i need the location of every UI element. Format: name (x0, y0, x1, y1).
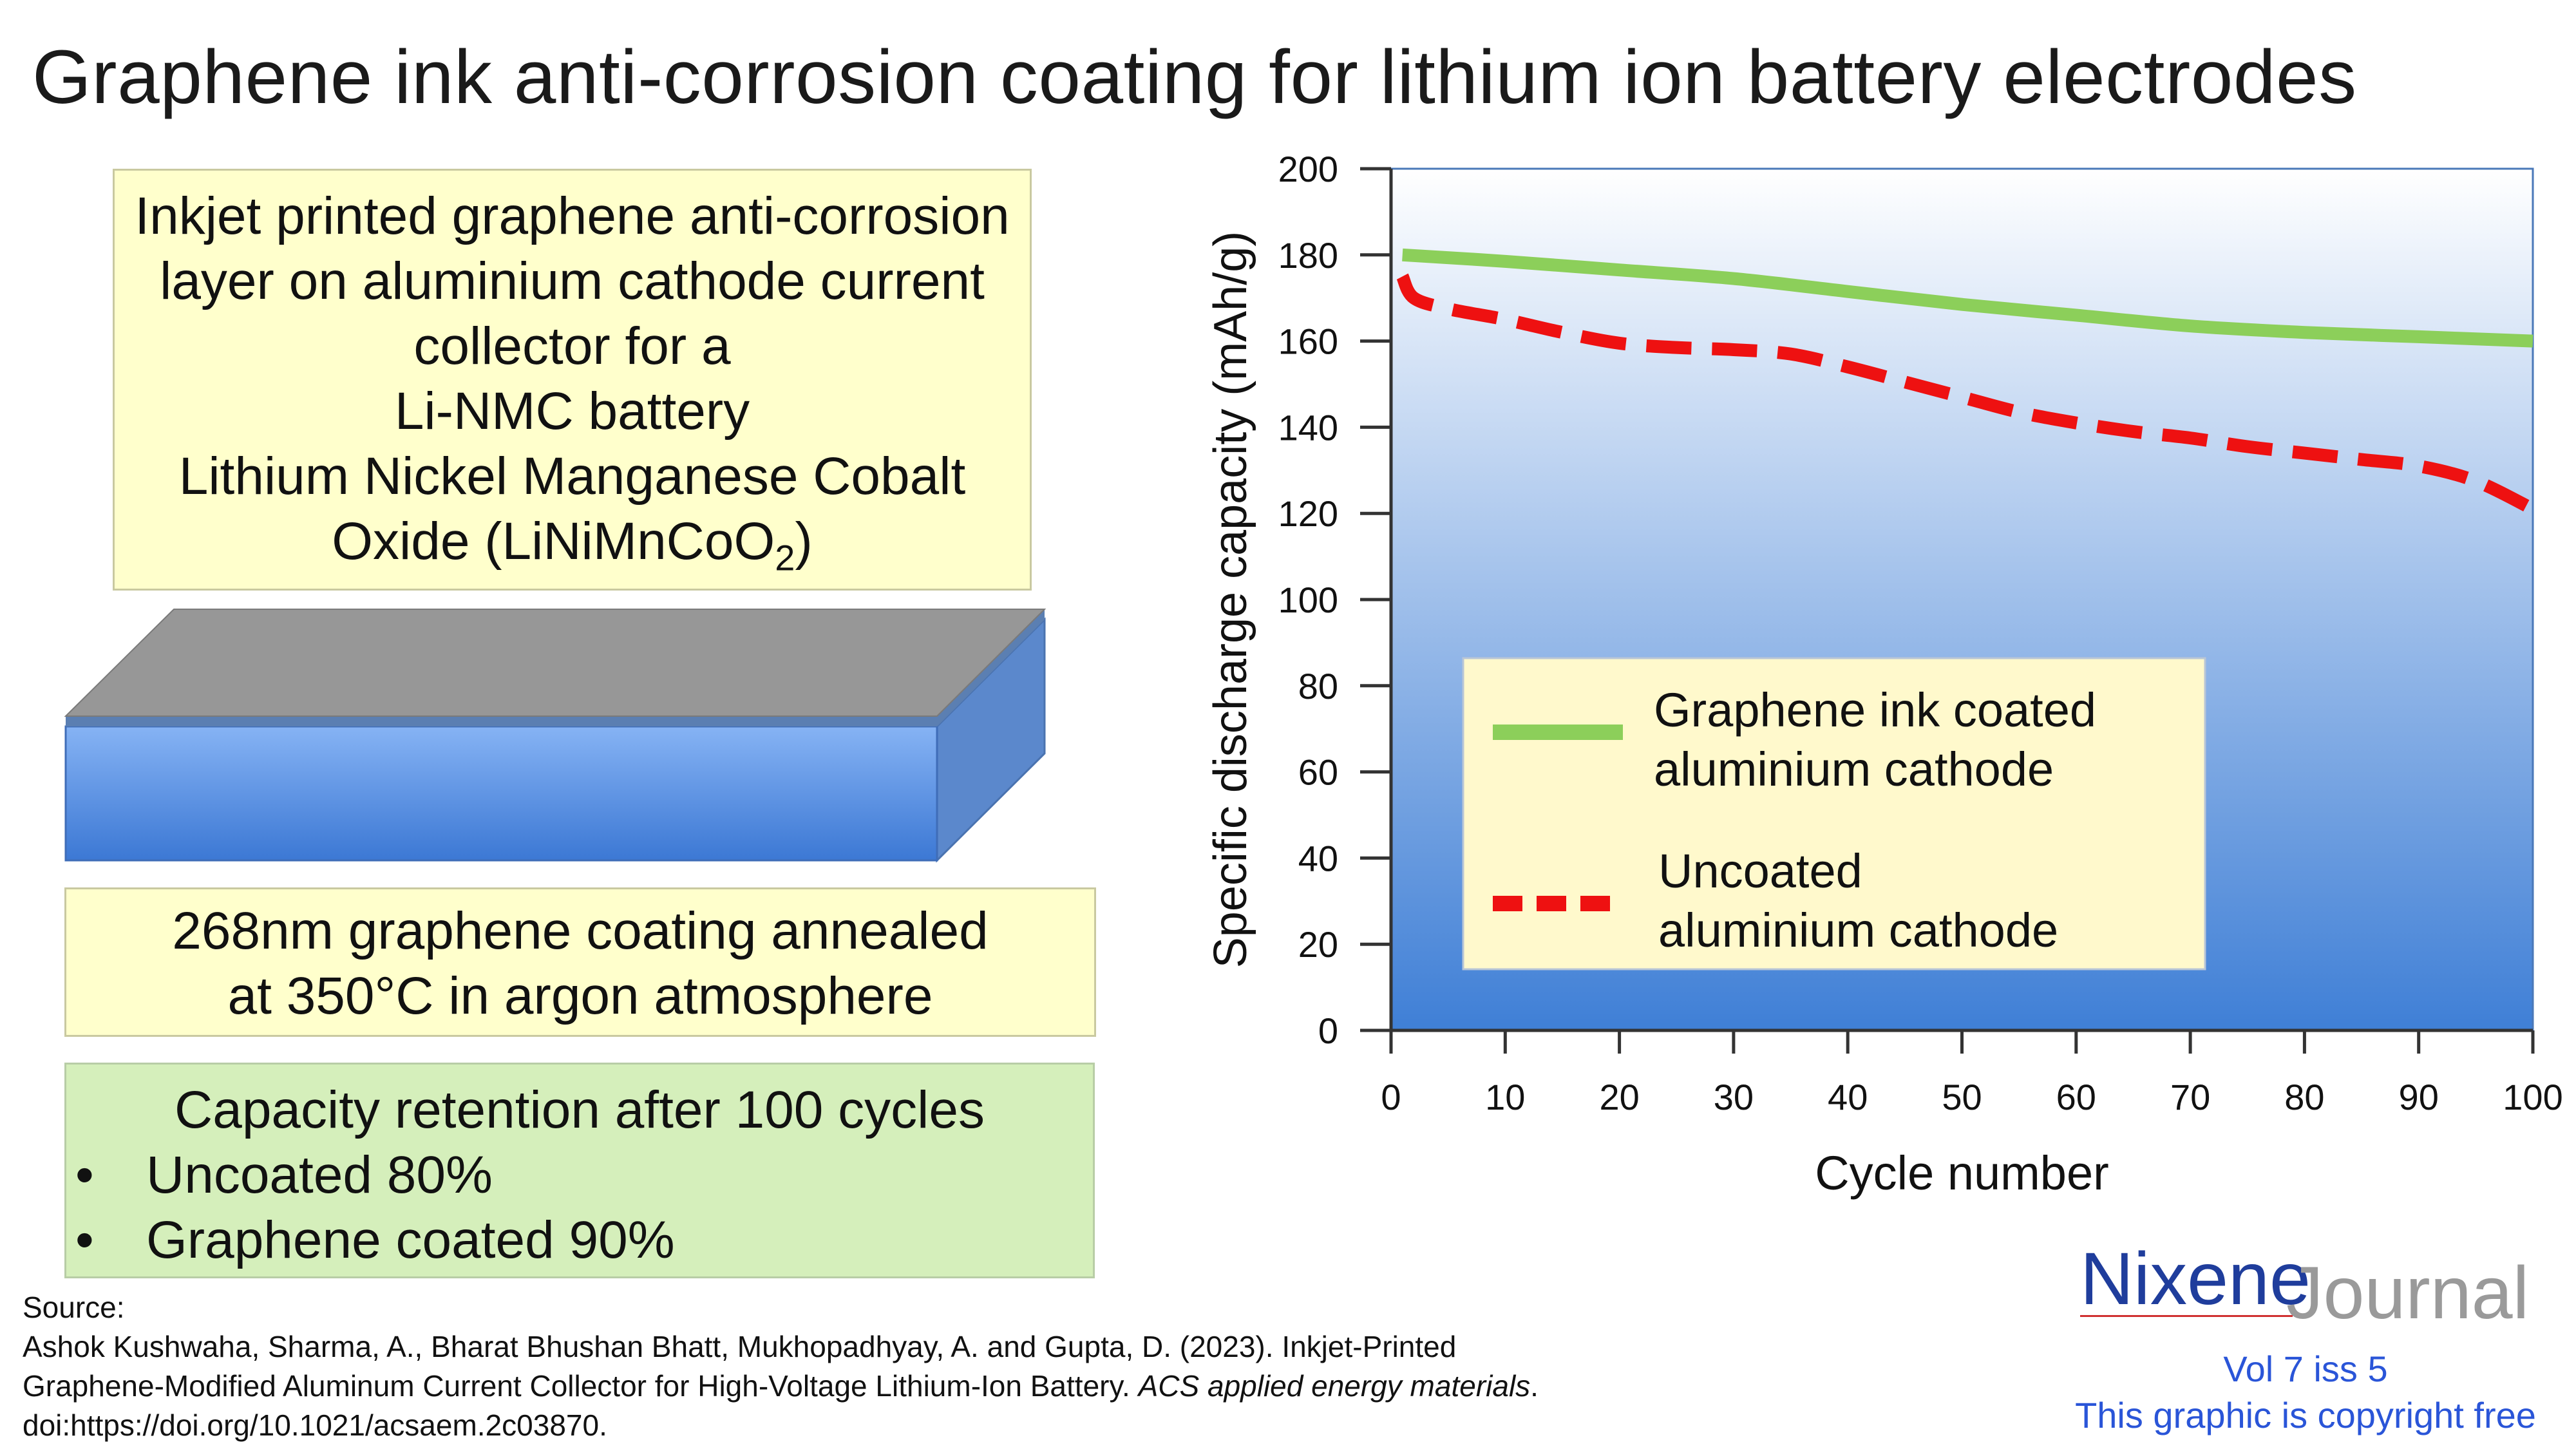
page-title: Graphene ink anti-corrosion coating for … (32, 35, 2357, 120)
chart-series (1396, 248, 2536, 515)
retention-box: Capacity retention after 100 cycles • Unc… (64, 1063, 1095, 1278)
issue-info: Vol 7 iss 5 This graphic is copyright fr… (2061, 1346, 2550, 1439)
source-journal: ACS applied energy materials (1138, 1369, 1531, 1403)
slab-top-coating (64, 609, 1046, 717)
bullet-symbol: • (75, 1146, 94, 1204)
source-line: Graphene-Modified Aluminum Current Colle… (23, 1367, 1539, 1406)
chart-axes (1360, 167, 2535, 1054)
brand-name-secondary: Journal (2286, 1252, 2530, 1334)
retention-bullet: • Graphene coated 90% (66, 1208, 1093, 1273)
formula-suffix: ) (795, 512, 813, 571)
brand-underline (2080, 1315, 2293, 1317)
y-tick-label: 200 (1278, 149, 1338, 189)
x-tick-label: 50 (1942, 1077, 1982, 1117)
electrode-slab-illustration (64, 609, 1046, 863)
x-tick-label: 100 (2503, 1077, 2562, 1117)
description-box: Inkjet printed graphene anti-corrosion l… (113, 169, 1032, 591)
y-tick-label: 80 (1298, 666, 1338, 706)
x-tick-label: 80 (2284, 1077, 2324, 1117)
x-tick-label: 70 (2170, 1077, 2210, 1117)
source-text: . (1530, 1369, 1539, 1403)
legend-label: aluminium cathode (1658, 904, 2058, 957)
anneal-box: 268nm graphene coating annealed at 350°C… (64, 887, 1096, 1037)
capacity-chart: 0 20 40 60 80 100 120 140 160 180 200 0 10 20 30 40 50 6… (1205, 149, 2563, 1200)
chart-legend: Graphene ink coated aluminium cathode Un… (1462, 657, 2206, 971)
issue-label: Vol 7 iss 5 (2223, 1349, 2388, 1389)
x-tick-label: 60 (2056, 1077, 2096, 1117)
y-tick-label: 140 (1278, 407, 1338, 448)
y-tick-label: 120 (1278, 493, 1338, 534)
y-axis-label: Specific discharge capacity (mAh/g) (1205, 231, 1256, 968)
retention-bullet: • Uncoated 80% (66, 1142, 1093, 1208)
slab-coating-edge (66, 609, 1045, 726)
retention-bullet-text: Graphene coated 90% (146, 1211, 675, 1269)
brand-name-primary: Nixene (2080, 1238, 2311, 1320)
x-tick-label: 30 (1714, 1077, 1754, 1117)
source-label: Source: (23, 1291, 125, 1324)
x-tick-label: 90 (2399, 1077, 2439, 1117)
x-axis-label: Cycle number (1815, 1146, 2109, 1200)
x-tick-labels: 0 10 20 30 40 50 60 70 80 90 100 (1381, 1077, 2562, 1117)
bullet-symbol: • (75, 1211, 94, 1269)
y-tick-label: 100 (1278, 580, 1338, 620)
y-tick-labels: 0 20 40 60 80 100 120 140 160 180 200 (1278, 149, 1338, 1051)
copyright-note: This graphic is copyright free (2075, 1395, 2536, 1435)
formula-prefix: Oxide (LiNiMnCoO (332, 512, 775, 571)
y-tick-label: 20 (1298, 924, 1338, 965)
formula-line: Oxide (LiNiMnCoO2) (115, 509, 1030, 590)
x-tick-label: 0 (1381, 1077, 1401, 1117)
retention-bullet-text: Uncoated 80% (146, 1146, 493, 1204)
legend-label: Graphene ink coated (1654, 683, 2096, 737)
description-line: collector for a (413, 317, 731, 375)
y-tick-label: 0 (1318, 1010, 1338, 1051)
series-line-graphene (1402, 248, 2533, 348)
legend-label: Uncoated (1658, 844, 1862, 898)
retention-heading: Capacity retention after 100 cycles (175, 1081, 985, 1139)
formula-subscript: 2 (775, 537, 795, 578)
source-line: Ashok Kushwaha, Sharma, A., Bharat Bhush… (23, 1330, 1457, 1363)
source-text: Graphene-Modified Aluminum Current Colle… (23, 1369, 1139, 1403)
legend-label: aluminium cathode (1654, 743, 2054, 796)
y-tick-label: 40 (1298, 838, 1338, 878)
series-line-uncoated (1396, 273, 2536, 515)
x-tick-label: 40 (1828, 1077, 1868, 1117)
x-tick-label: 10 (1485, 1077, 1525, 1117)
description-line: Lithium Nickel Manganese Cobalt (178, 447, 966, 506)
y-tick-label: 160 (1278, 321, 1338, 362)
brand-logo: Nixene Journal (2054, 1236, 2544, 1352)
description-line: layer on aluminium cathode current (160, 252, 985, 310)
x-tick-label: 20 (1599, 1077, 1639, 1117)
description-line: Inkjet printed graphene anti-corrosion (135, 187, 1010, 245)
y-tick-label: 60 (1298, 752, 1338, 793)
source-doi: doi:https://doi.org/10.1021/acsaem.2c038… (23, 1408, 607, 1442)
y-tick-label: 180 (1278, 235, 1338, 276)
description-line: Li-NMC battery (394, 382, 750, 440)
anneal-line: 268nm graphene coating annealed (172, 902, 989, 960)
source-citation: Source: Ashok Kushwaha, Sharma, A., Bhar… (23, 1288, 1539, 1445)
legend-box (1462, 657, 2206, 971)
anneal-line: at 350°C in argon atmosphere (227, 967, 933, 1025)
